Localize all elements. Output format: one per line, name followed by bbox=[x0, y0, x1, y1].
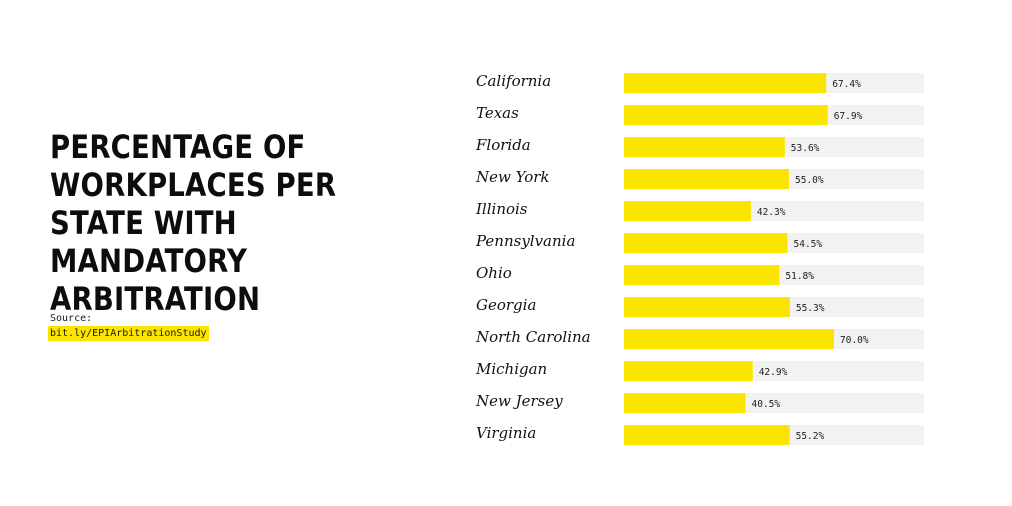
category-label: Pennsylvania bbox=[475, 232, 575, 250]
source-link[interactable]: bit.ly/EPIArbitrationStudy bbox=[48, 326, 209, 341]
category-label: Texas bbox=[476, 104, 519, 122]
data-label: 42.3% bbox=[757, 207, 786, 218]
source-label: Source: bbox=[50, 313, 93, 324]
bar-row: New Jersey 40.5% bbox=[475, 392, 924, 413]
bar-row: Georgia 55.3% bbox=[476, 296, 924, 317]
data-label: 53.6% bbox=[791, 143, 820, 154]
bar bbox=[624, 137, 785, 157]
bar bbox=[624, 73, 827, 93]
bar-row: Virginia 55.2% bbox=[476, 424, 924, 445]
chart-title: PERCENTAGE OF WORKPLACES PER STATE WITH … bbox=[50, 128, 337, 318]
bar bbox=[624, 169, 789, 189]
bar-row: California 67.4% bbox=[476, 72, 924, 93]
bar bbox=[624, 265, 780, 285]
source-note: Source: bit.ly/EPIArbitrationStudy bbox=[48, 311, 209, 341]
data-label: 54.5% bbox=[794, 239, 823, 250]
data-label: 70.0% bbox=[840, 335, 869, 346]
bar bbox=[624, 361, 753, 381]
category-label: New York bbox=[475, 168, 550, 186]
bar-row: Illinois 42.3% bbox=[475, 200, 924, 221]
bar-row: New York 55.0% bbox=[475, 168, 924, 189]
bar bbox=[624, 425, 790, 445]
bar bbox=[624, 201, 751, 221]
data-label: 67.4% bbox=[832, 79, 861, 90]
category-label: North Carolina bbox=[475, 328, 591, 346]
bar bbox=[624, 233, 788, 253]
category-label: Ohio bbox=[476, 264, 512, 282]
category-label: Virginia bbox=[476, 424, 536, 442]
bar bbox=[624, 329, 834, 349]
data-label: 55.2% bbox=[796, 431, 825, 442]
bar-row: Texas 67.9% bbox=[476, 104, 924, 125]
category-label: Michigan bbox=[475, 360, 547, 378]
bar bbox=[624, 297, 790, 317]
bar bbox=[624, 105, 828, 125]
category-label: Georgia bbox=[476, 296, 536, 314]
bar-row: Ohio 51.8% bbox=[476, 264, 924, 285]
category-label: California bbox=[476, 72, 551, 90]
bar-row: Florida 53.6% bbox=[475, 136, 924, 157]
data-label: 67.9% bbox=[834, 111, 863, 122]
category-label: Florida bbox=[475, 136, 531, 154]
data-label: 55.3% bbox=[796, 303, 825, 314]
category-label: New Jersey bbox=[475, 392, 563, 410]
bar-row: Pennsylvania 54.5% bbox=[475, 232, 924, 253]
bar-row: Michigan 42.9% bbox=[475, 360, 924, 381]
data-label: 51.8% bbox=[785, 271, 814, 282]
bar bbox=[624, 393, 746, 413]
category-label: Illinois bbox=[475, 200, 528, 218]
bar-row: North Carolina 70.0% bbox=[475, 328, 924, 349]
data-label: 40.5% bbox=[752, 399, 781, 410]
data-label: 55.0% bbox=[795, 175, 824, 186]
data-label: 42.9% bbox=[759, 367, 788, 378]
